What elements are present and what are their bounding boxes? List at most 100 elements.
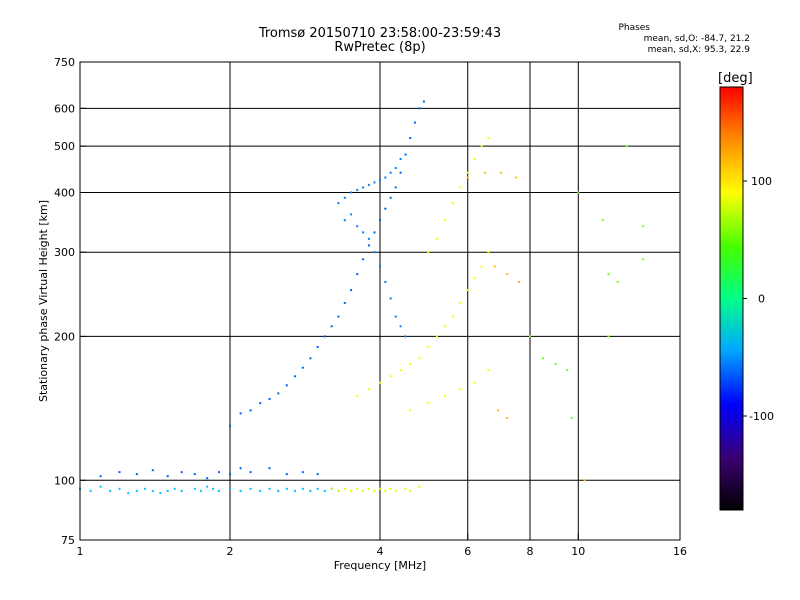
data-point-X-mode-cluster <box>473 277 476 279</box>
data-point-O-mode-F2 <box>367 183 370 186</box>
data-points <box>79 100 645 495</box>
data-point-X-mode-high <box>506 273 509 276</box>
data-point-O-mode-F2 <box>394 167 397 169</box>
data-point-X-mode-cluster <box>427 402 430 405</box>
colorbar-tick-label: 100 <box>751 175 772 188</box>
data-point-O-mode-rising <box>316 346 319 348</box>
x-tick-label: 1 <box>77 545 84 558</box>
data-point-O-mode-rising <box>249 409 252 412</box>
data-point-ground-echo <box>135 489 138 492</box>
data-point-O-mode-F2 <box>356 188 359 191</box>
x-tick-label: 16 <box>673 545 687 558</box>
data-point-ground-echo <box>239 489 242 492</box>
data-point-ground-echo <box>127 492 130 495</box>
data-point-sparse-scatter <box>601 219 604 222</box>
data-point-O-mode-rising <box>409 137 412 139</box>
data-point-ground-echo <box>173 487 176 490</box>
data-point-X-mode-cluster <box>409 409 412 412</box>
data-point-ground-echo-high-freq <box>373 489 376 492</box>
data-point-E-region-scatter <box>118 471 121 474</box>
data-point-O-mode-F2 <box>379 265 381 268</box>
data-point-O-mode-rising <box>422 100 425 103</box>
data-point-sparse-scatter <box>577 191 580 194</box>
data-point-O-mode-rising <box>330 325 333 328</box>
data-point-sparse-scatter <box>566 369 569 372</box>
data-point-X-mode-high <box>517 280 520 283</box>
data-point-E-region-scatter <box>151 469 154 472</box>
data-point-ground-echo <box>259 489 262 492</box>
data-point-O-mode-rising <box>404 153 407 156</box>
data-point-X-mode-high <box>466 176 469 179</box>
data-point-X-mode-cluster <box>389 375 392 378</box>
data-point-E-region-scatter <box>285 473 288 476</box>
y-tick-label: 300 <box>54 246 75 259</box>
y-tick-label: 400 <box>54 186 75 199</box>
data-point-ground-echo-high-freq <box>384 489 387 492</box>
data-point-sparse-scatter <box>542 357 545 360</box>
data-point-ground-echo <box>285 487 288 490</box>
data-point-O-mode-F2 <box>399 158 402 160</box>
data-point-ground-echo <box>118 487 121 490</box>
data-point-X-mode-cluster <box>418 357 421 360</box>
data-point-O-mode-rising <box>373 231 376 234</box>
data-point-X-mode-cluster <box>459 301 462 304</box>
data-point-O-mode-rising <box>399 171 402 174</box>
data-point-O-mode-rising <box>323 335 326 338</box>
data-point-X-mode-cluster <box>399 369 402 372</box>
data-point-sparse-scatter <box>570 417 573 419</box>
data-point-X-mode-cluster <box>443 395 446 398</box>
data-point-O-mode-rising <box>413 121 416 124</box>
data-point-O-mode-rising <box>268 397 271 400</box>
data-point-O-mode-F2 <box>373 251 376 254</box>
data-point-sparse-scatter <box>616 280 619 283</box>
colorbar-tick-label: 0 <box>758 293 765 306</box>
data-point-O-mode-F2 <box>343 196 346 199</box>
x-tick-label: 4 <box>377 545 384 558</box>
y-tick-label: 100 <box>54 474 75 487</box>
data-point-O-mode-F2 <box>367 237 370 240</box>
data-point-ground-echo <box>217 489 220 492</box>
data-point-O-mode-rising <box>343 301 346 304</box>
data-point-O-mode-F2 <box>337 202 340 205</box>
data-point-E-region-scatter <box>249 471 252 474</box>
data-point-ground-echo <box>277 489 280 492</box>
data-point-E-region-scatter <box>180 471 183 474</box>
data-point-O-mode-F2 <box>389 171 392 174</box>
data-point-X-mode-cluster <box>409 363 412 366</box>
data-point-ground-echo-high-freq <box>404 487 407 490</box>
data-point-O-mode-rising <box>362 258 365 261</box>
data-point-O-mode-F2 <box>384 280 387 283</box>
data-point-E-region-scatter <box>229 473 231 476</box>
data-point-sparse-scatter <box>607 335 610 338</box>
grid <box>80 62 680 540</box>
data-point-O-mode-F2 <box>404 335 407 338</box>
data-point-E-region-scatter <box>206 477 209 480</box>
data-point-O-mode-F2 <box>350 213 353 216</box>
data-point-O-mode-F2 <box>379 178 381 181</box>
data-point-E-region-scatter <box>135 473 138 476</box>
data-point-E-region-scatter <box>268 467 271 470</box>
data-point-X-mode-cluster <box>435 335 438 338</box>
data-point-X-mode-cluster <box>367 388 370 391</box>
data-point-O-mode-rising <box>259 402 262 405</box>
data-point-O-mode-rising <box>350 289 353 292</box>
data-point-O-mode-F2 <box>384 176 387 179</box>
data-point-ground-echo <box>212 487 215 490</box>
data-point-O-mode-rising <box>293 375 296 378</box>
data-point-E-region-scatter <box>239 467 242 470</box>
data-point-E-region-scatter <box>193 473 196 476</box>
data-point-E-region-scatter <box>217 471 220 474</box>
axis-ticks: 1 2 4 6 8 10 16 75 100 200 300 400 500 600 750 <box>54 56 687 558</box>
data-point-ground-echo <box>151 489 154 492</box>
data-point-O-mode-rising <box>301 366 304 369</box>
data-point-X-mode-cluster <box>459 388 462 391</box>
y-tick-label: 200 <box>54 330 75 343</box>
y-tick-label: 75 <box>61 534 75 547</box>
data-point-X-mode-cluster <box>480 265 483 268</box>
data-point-ground-echo <box>166 489 169 492</box>
data-point-O-mode-F2 <box>373 181 376 184</box>
data-point-O-mode-F2 <box>350 191 353 194</box>
chart-subtitle: RwPretec (8p) <box>334 40 426 55</box>
data-point-X-mode-cluster <box>466 289 469 292</box>
